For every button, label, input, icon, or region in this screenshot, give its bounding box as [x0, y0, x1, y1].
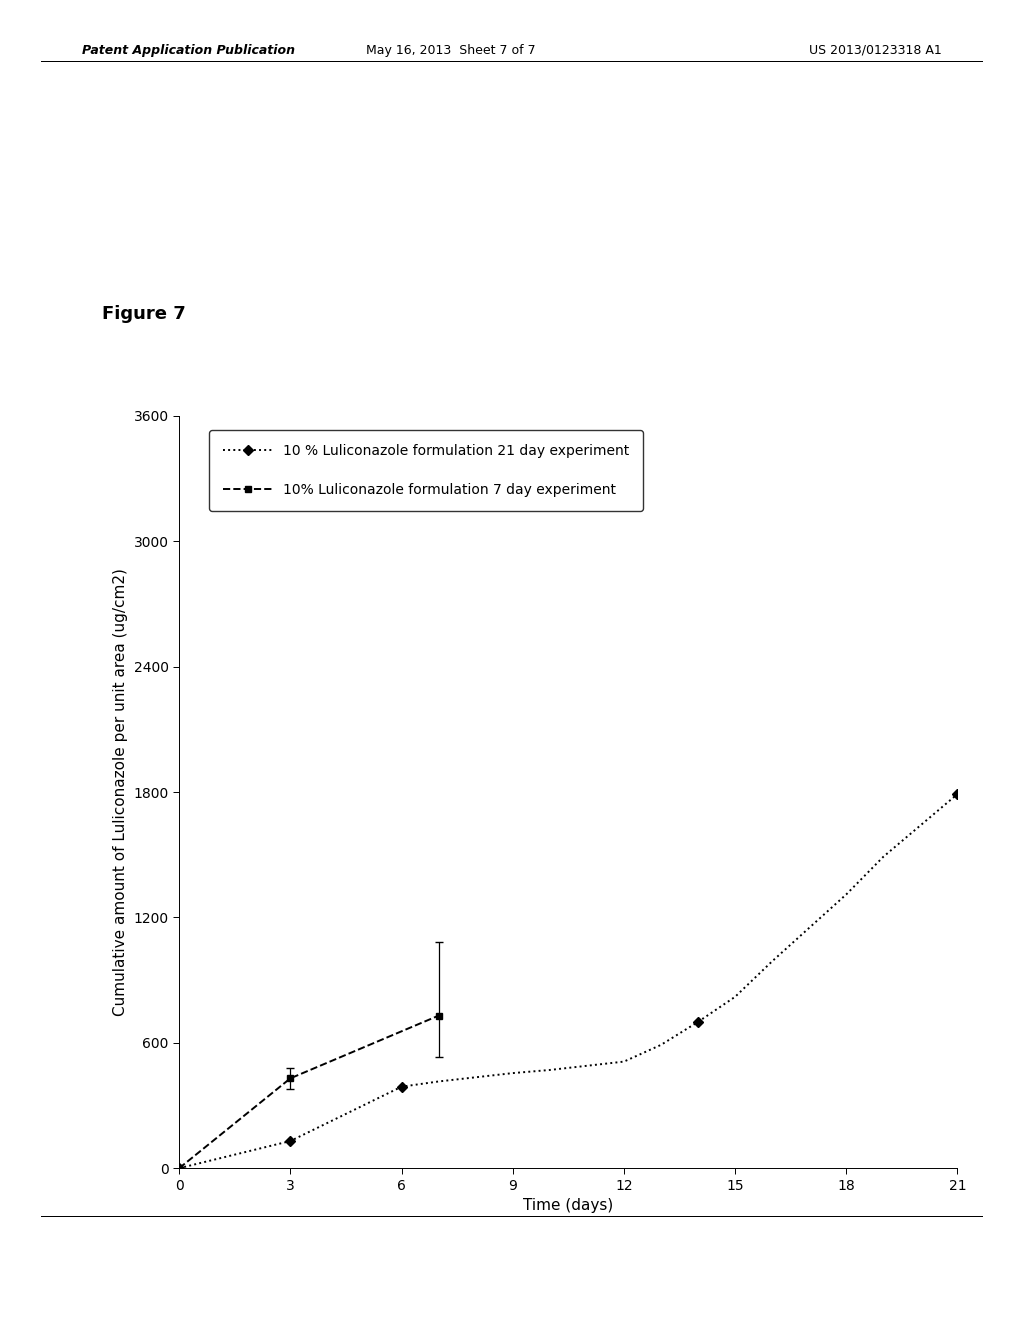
X-axis label: Time (days): Time (days)	[523, 1199, 613, 1213]
Text: US 2013/0123318 A1: US 2013/0123318 A1	[809, 44, 942, 57]
Legend: 10 % Luliconazole formulation 21 day experiment, 10% Luliconazole formulation 7 : 10 % Luliconazole formulation 21 day exp…	[210, 430, 643, 511]
Text: May 16, 2013  Sheet 7 of 7: May 16, 2013 Sheet 7 of 7	[366, 44, 536, 57]
Y-axis label: Cumulative amount of Luliconazole per unit area (ug/cm2): Cumulative amount of Luliconazole per un…	[113, 568, 128, 1016]
Text: Figure 7: Figure 7	[102, 305, 186, 323]
Text: Patent Application Publication: Patent Application Publication	[82, 44, 295, 57]
